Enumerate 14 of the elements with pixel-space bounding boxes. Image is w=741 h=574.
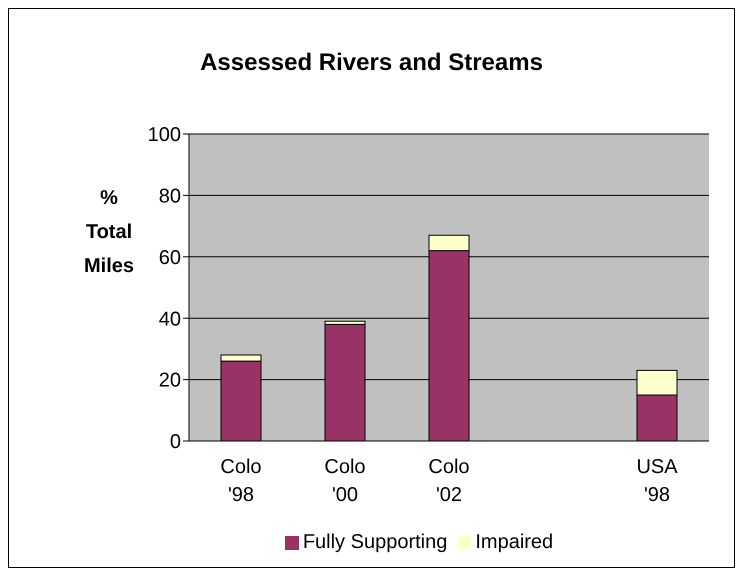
y-axis-title: % Total Miles <box>82 186 136 279</box>
y-tick-label: 40 <box>158 308 181 330</box>
x-tick-label: Colo '02 <box>428 456 470 506</box>
chart-title: Assessed Rivers and Streams <box>199 49 544 77</box>
y-tick-label: 20 <box>158 370 181 392</box>
legend-label: Impaired <box>475 531 554 553</box>
y-tick-label: 60 <box>158 246 181 269</box>
x-tick-label: USA '98 <box>636 456 678 506</box>
x-tick-label: Colo '98 <box>220 456 262 506</box>
y-tick-label: 80 <box>158 186 181 208</box>
x-tick-label: Colo '00 <box>324 456 366 506</box>
legend-label: Fully Supporting <box>302 531 448 553</box>
y-tick-label: 0 <box>170 431 181 454</box>
y-tick-label: 100 <box>148 124 181 146</box>
